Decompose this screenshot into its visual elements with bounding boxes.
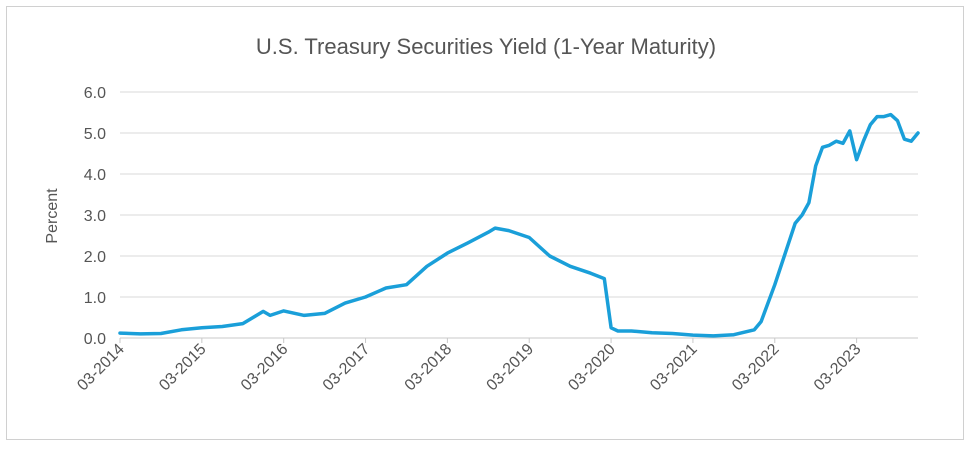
x-tick-label: 03-2017 — [320, 341, 374, 395]
gridlines — [120, 91, 918, 339]
y-tick-label: 5.0 — [84, 126, 106, 143]
series-layer — [118, 112, 920, 338]
x-tick-label: 03-2020 — [565, 341, 619, 395]
x-tick-label: 03-2019 — [484, 341, 538, 395]
y-tick-label: 1.0 — [84, 290, 106, 307]
y-tick-label: 2.0 — [84, 249, 106, 266]
chart-title: U.S. Treasury Securities Yield (1-Year M… — [256, 34, 716, 59]
x-tick-label: 03-2023 — [811, 341, 865, 395]
y-tick-label: 4.0 — [84, 167, 106, 184]
x-tick-label: 03-2021 — [647, 341, 701, 395]
y-tick-label: 6.0 — [84, 85, 106, 102]
y-tick-label: 0.0 — [84, 331, 106, 348]
x-tick-label: 03-2018 — [402, 341, 456, 395]
y-tick-label: 3.0 — [84, 208, 106, 225]
y-tick-labels: 0.0 1.0 2.0 3.0 4.0 5.0 6.0 — [84, 85, 106, 348]
x-tick-labels: 03-2014 03-2015 03-2016 03-2017 03-2018 03-20… — [74, 338, 865, 395]
x-tick-label: 03-2015 — [156, 341, 210, 395]
chart-frame — [6, 6, 964, 440]
x-tick-label: 03-2014 — [74, 341, 128, 395]
y-axis-label: Percent — [44, 188, 61, 244]
series-line — [118, 112, 920, 338]
x-tick-label: 03-2022 — [729, 341, 783, 395]
x-tick-label: 03-2016 — [238, 341, 292, 395]
